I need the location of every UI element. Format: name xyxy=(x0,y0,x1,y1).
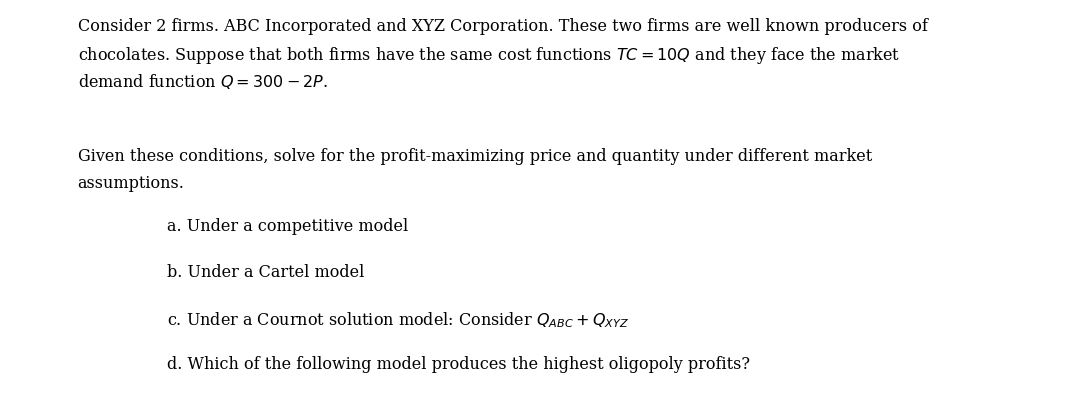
Text: chocolates. Suppose that both firms have the same cost functions $TC = 10Q$ and : chocolates. Suppose that both firms have… xyxy=(78,45,900,66)
Text: Given these conditions, solve for the profit-maximizing price and quantity under: Given these conditions, solve for the pr… xyxy=(78,148,872,165)
Text: a. Under a competitive model: a. Under a competitive model xyxy=(167,218,409,235)
Text: d. Which of the following model produces the highest oligopoly profits?: d. Which of the following model produces… xyxy=(167,356,750,373)
Text: assumptions.: assumptions. xyxy=(78,175,185,192)
Text: Consider 2 firms. ABC Incorporated and XYZ Corporation. These two firms are well: Consider 2 firms. ABC Incorporated and X… xyxy=(78,18,928,35)
Text: c. Under a Cournot solution model: Consider $Q_{ABC} + Q_{XYZ}$: c. Under a Cournot solution model: Consi… xyxy=(167,310,629,330)
Text: b. Under a Cartel model: b. Under a Cartel model xyxy=(167,264,365,281)
Text: demand function $Q = 300 - 2P$.: demand function $Q = 300 - 2P$. xyxy=(78,72,328,92)
